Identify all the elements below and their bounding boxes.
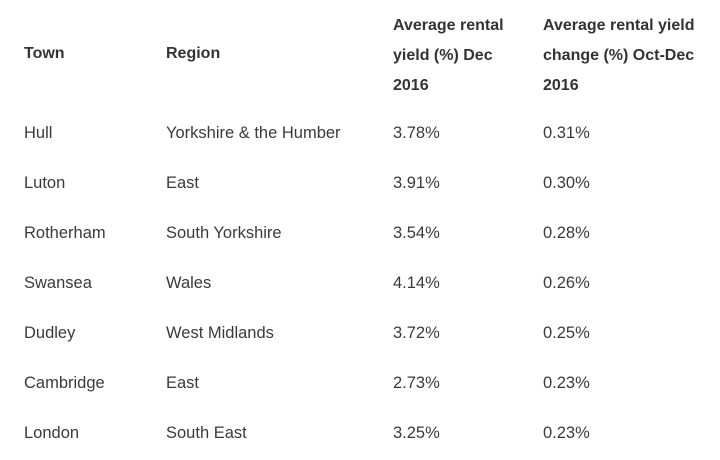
cell-change: 0.31% — [543, 123, 590, 142]
cell-region: South East — [166, 423, 247, 442]
cell-yield: 3.54% — [393, 223, 440, 242]
header-region: Region — [166, 45, 221, 62]
cell-region: South Yorkshire — [166, 223, 282, 242]
cell-yield: 2.73% — [393, 373, 440, 392]
header-yield: Average rental yield (%) Dec 2016 — [393, 0, 543, 108]
table-header: Town Region Average rental yield (%) Dec… — [0, 0, 720, 108]
cell-town: London — [24, 423, 80, 442]
table-row: Cambridge East 2.73% 0.23% — [0, 358, 720, 408]
cell-yield: 3.78% — [393, 123, 440, 142]
cell-region: West Midlands — [166, 323, 274, 342]
cell-change: 0.23% — [543, 373, 590, 392]
cell-town: Luton — [24, 173, 66, 192]
cell-yield: 3.91% — [393, 173, 440, 192]
table-row: Rotherham South Yorkshire 3.54% 0.28% — [0, 208, 720, 258]
cell-region: East — [166, 373, 200, 392]
cell-change: 0.26% — [543, 273, 590, 292]
cell-region: East — [166, 173, 200, 192]
cell-yield: 3.25% — [393, 423, 440, 442]
header-change-line-1: Average rental yield — [543, 17, 695, 34]
table-row: Luton East 3.91% 0.30% — [0, 158, 720, 208]
cell-change: 0.30% — [543, 173, 590, 192]
header-yield-line-3: 2016 — [393, 77, 429, 94]
header-change: Average rental yield change (%) Oct-Dec … — [543, 0, 720, 108]
table-row: Dudley West Midlands 3.72% 0.25% — [0, 308, 720, 358]
cell-yield: 4.14% — [393, 273, 440, 292]
header-yield-line-2: yield (%) Dec — [393, 47, 493, 64]
cell-change: 0.23% — [543, 423, 590, 442]
cell-region: Wales — [166, 273, 212, 292]
table-row: London South East 3.25% 0.23% — [0, 408, 720, 458]
cell-town: Hull — [24, 123, 53, 142]
table-body: Hull Yorkshire & the Humber 3.78% 0.31% … — [0, 108, 720, 458]
cell-region: Yorkshire & the Humber — [166, 123, 341, 142]
cell-town: Dudley — [24, 323, 76, 342]
cell-yield: 3.72% — [393, 323, 440, 342]
header-yield-line-1: Average rental — [393, 17, 504, 34]
cell-town: Rotherham — [24, 223, 106, 242]
cell-change: 0.25% — [543, 323, 590, 342]
table-row: Swansea Wales 4.14% 0.26% — [0, 258, 720, 308]
header-change-line-3: 2016 — [543, 77, 579, 94]
table-row: Hull Yorkshire & the Humber 3.78% 0.31% — [0, 108, 720, 158]
header-town: Town — [24, 45, 65, 62]
header-change-line-2: change (%) Oct-Dec — [543, 47, 695, 64]
header-row: Town Region Average rental yield (%) Dec… — [0, 0, 720, 108]
cell-town: Cambridge — [24, 373, 105, 392]
cell-change: 0.28% — [543, 223, 590, 242]
cell-town: Swansea — [24, 273, 92, 292]
